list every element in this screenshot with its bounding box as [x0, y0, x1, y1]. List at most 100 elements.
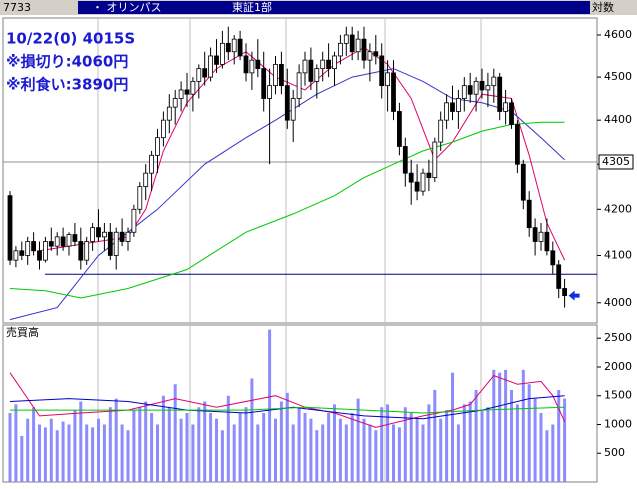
- annotation: ※損切り:4060円: [6, 53, 128, 71]
- candle-body: [31, 241, 37, 252]
- moving-average: [9, 121, 565, 299]
- annotation: ※利食い:3890円: [6, 76, 128, 94]
- volume-bar: [161, 395, 165, 482]
- volume-bar: [515, 404, 519, 482]
- volume-bar: [55, 430, 59, 482]
- volume-bar: [67, 424, 71, 482]
- candle-body: [37, 250, 42, 261]
- candle-body: [96, 227, 101, 238]
- volume-bar: [197, 407, 201, 482]
- candle-body: [255, 59, 261, 70]
- volume-bar: [333, 404, 336, 482]
- volume-bar: [433, 389, 437, 482]
- volume-bar: [303, 412, 307, 482]
- candle-body: [267, 85, 273, 99]
- volume-bar: [49, 418, 53, 482]
- volume-bar: [338, 418, 342, 482]
- volume-bar: [209, 412, 213, 482]
- volume-bar: [91, 427, 95, 482]
- candle-body: [349, 34, 355, 53]
- volume-bar: [474, 389, 478, 482]
- volume-bar: [356, 398, 360, 482]
- candle-body: [155, 137, 160, 156]
- volume-bar: [386, 404, 390, 482]
- volume-bar: [521, 369, 525, 482]
- volume-bar: [557, 389, 561, 482]
- candle-body: [314, 68, 320, 82]
- candle-body: [461, 85, 467, 99]
- last-price-arrow: [568, 290, 580, 301]
- y-tick-label: 4600: [604, 28, 632, 41]
- volume-bar: [285, 392, 289, 482]
- volume-bar: [439, 418, 443, 482]
- candle-body: [172, 98, 178, 108]
- candle-body: [361, 38, 367, 61]
- volume-bar: [215, 418, 218, 482]
- candle-body: [137, 186, 143, 210]
- y-tick-label: 4000: [604, 296, 632, 309]
- volume-bar: [191, 424, 195, 482]
- candle-body: [102, 231, 107, 238]
- volume-bar: [486, 407, 490, 482]
- volume-bar: [291, 424, 295, 482]
- volume-bar: [327, 412, 331, 482]
- candle-body: [479, 80, 485, 91]
- candle-body: [491, 76, 497, 87]
- volume-bar: [126, 430, 130, 482]
- candle-body: [332, 55, 337, 70]
- volume-bar: [173, 384, 177, 482]
- candle-body: [119, 231, 125, 242]
- candle-body: [532, 227, 538, 242]
- volume-bar: [504, 369, 508, 482]
- volume-bar: [8, 412, 12, 482]
- volume-bar: [445, 410, 449, 482]
- volume-bar: [415, 418, 419, 482]
- y-tick-label: 1000: [604, 417, 632, 430]
- volume-bar: [167, 407, 171, 482]
- y-tick-label: 4500: [604, 70, 632, 83]
- candle-body: [54, 236, 60, 247]
- candle-body: [78, 241, 84, 261]
- volume-bar: [397, 427, 401, 482]
- candle-body: [526, 199, 532, 229]
- current-price-label: 4305: [602, 155, 630, 168]
- volume-bar: [20, 435, 24, 482]
- y-tick-label: 4200: [604, 202, 632, 215]
- volume-bar: [309, 418, 313, 482]
- candle-body: [208, 55, 214, 78]
- volume-bar: [344, 424, 348, 482]
- candle-body: [13, 250, 19, 261]
- volume-bar: [421, 424, 425, 482]
- volume-bar: [374, 430, 378, 482]
- candle-body: [426, 172, 432, 179]
- volume-bar: [468, 401, 472, 482]
- candle-body: [249, 59, 255, 74]
- price-panel: [2, 17, 598, 324]
- candle-body: [131, 208, 137, 233]
- candle-body: [515, 124, 520, 165]
- candle-body: [408, 172, 414, 183]
- candle-body: [391, 72, 396, 112]
- volume-bar: [26, 418, 30, 482]
- candle-body: [278, 63, 284, 87]
- volume-bar: [14, 404, 18, 482]
- candle-body: [214, 55, 219, 65]
- volume-bar: [150, 412, 154, 482]
- candle-body: [562, 288, 567, 297]
- volume-bar: [451, 372, 454, 482]
- volume-bar: [380, 407, 384, 482]
- volume-bar: [368, 424, 372, 482]
- volume-bar: [138, 407, 142, 482]
- candle-body: [509, 102, 514, 125]
- volume-bar: [350, 412, 354, 482]
- volume-bar: [32, 407, 36, 482]
- candle-body: [308, 59, 314, 82]
- candle-body: [261, 68, 267, 99]
- candle-body: [467, 85, 473, 95]
- candle-body: [550, 250, 556, 266]
- candle-body: [556, 264, 562, 289]
- candle-body: [219, 42, 225, 65]
- volume-bar: [73, 410, 77, 482]
- volume-bar: [268, 329, 272, 482]
